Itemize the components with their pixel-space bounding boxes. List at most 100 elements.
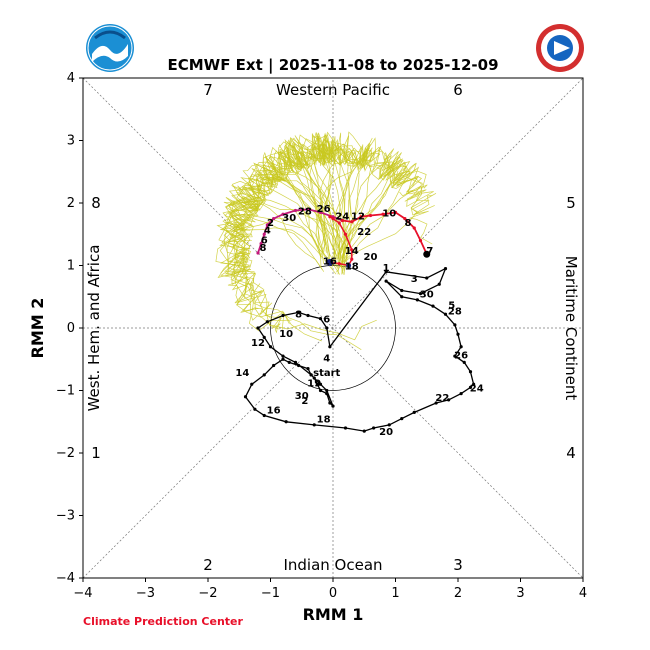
series-observed-point [415,298,419,302]
phase-label-5: 5 [566,194,576,212]
day-label: 8 [295,310,302,321]
noaa-logo-icon [86,24,134,72]
series-observed-point [318,382,323,386]
x-tick-label: 2 [454,586,462,601]
series-observed-point [287,360,291,364]
day-label: 30 [295,391,309,402]
series-forecast-mean-recent-point [328,215,332,219]
series-forecast-mean-early-point [259,242,263,246]
series-observed-point [318,388,323,393]
series-forecast-mean-late-point [381,212,385,216]
series-forecast-mean-late-point [412,226,416,230]
day-label: 24 [470,383,484,394]
ensemble-member-line [264,141,321,252]
series-observed-point [443,267,448,271]
unit-circle [270,265,396,391]
day-label: 24 [335,212,349,223]
series-observed-point [315,382,319,386]
ensemble-member-line [220,141,333,276]
ensemble-member-line [319,147,423,266]
series-forecast-mean-recent-point [337,262,341,266]
series-observed-point [362,429,366,433]
series-observed-point [434,401,438,405]
y-tick-label: −4 [56,571,75,586]
series-observed-point [328,345,332,349]
series-observed-point [297,363,301,368]
day-label: 6 [261,235,268,246]
series-observed-point [372,426,376,430]
day-label: 16 [323,257,337,268]
x-tick-label: 4 [579,586,587,601]
series-observed-point [265,320,269,324]
series-observed-point [384,270,388,274]
day-label: 20 [379,427,393,438]
series-observed-point [284,420,288,424]
series-observed-point [400,288,404,293]
series-observed-point [250,382,254,386]
series-observed-point [418,292,423,296]
ensemble-member-line [226,177,338,321]
day-label: start [313,368,340,379]
phase-label-3: 3 [453,556,463,574]
day-label: 28 [298,207,312,218]
series-observed-point [425,276,429,280]
day-label: 12 [351,212,365,223]
series-observed-point [256,326,260,330]
series-observed-point [468,385,473,389]
day-label: 26 [317,204,331,215]
series-forecast-mean-late-point [350,220,354,224]
day-label: 1 [383,263,390,274]
series-observed-point [462,360,466,364]
series-observed-point [412,410,416,414]
series-observed-point [309,373,313,377]
series-observed-point [262,413,266,418]
day-label: 16 [267,405,281,416]
ensemble-member-line [217,217,322,286]
ensemble-member-line [231,141,339,256]
day-label: 4 [323,353,330,364]
series-observed-point [325,388,329,393]
series-observed-point [312,376,316,380]
series-observed-point [297,310,301,314]
x-tick-label: 1 [391,586,399,601]
day-label: 12 [251,338,265,349]
day-label: 22 [357,227,371,238]
ensemble-member-line [219,150,326,277]
series-observed-point [387,423,391,427]
series-observed-point [268,345,273,349]
series-observed-point [437,282,441,286]
series-observed-point [468,370,473,374]
ensemble-member-line [317,132,368,256]
ensemble-layer [215,131,437,350]
ensemble-member-line [332,161,434,266]
forecast-start-marker [326,258,334,266]
series-forecast-mean-early-point [293,208,298,213]
series-observed-point [262,373,266,377]
day-label: 26 [454,350,468,361]
day-label: 30 [282,213,296,224]
series-observed-point [447,398,451,402]
series-observed-point [306,367,310,371]
series-observed-point [325,326,329,330]
day-label: 30 [420,290,434,301]
series-observed-point [312,423,316,427]
day-label: 28 [448,307,462,318]
ensemble-member-line [281,137,377,259]
phase-label-8: 8 [91,194,101,212]
phase-label-7: 7 [203,81,213,99]
day-label: 18 [345,262,359,273]
series-observed-point [431,304,435,308]
y-tick-label: 1 [67,259,75,274]
series-observed-point [325,392,329,396]
series-forecast-mean-late-point [340,218,344,223]
x-tick-label: −3 [136,586,155,601]
ensemble-member-line [341,146,391,269]
series-observed-point [456,332,460,336]
day-label: 5 [448,300,455,311]
ensemble-member-line [216,151,331,307]
region-label-top: Western Pacific [276,81,390,99]
series-observed-point [459,392,463,396]
